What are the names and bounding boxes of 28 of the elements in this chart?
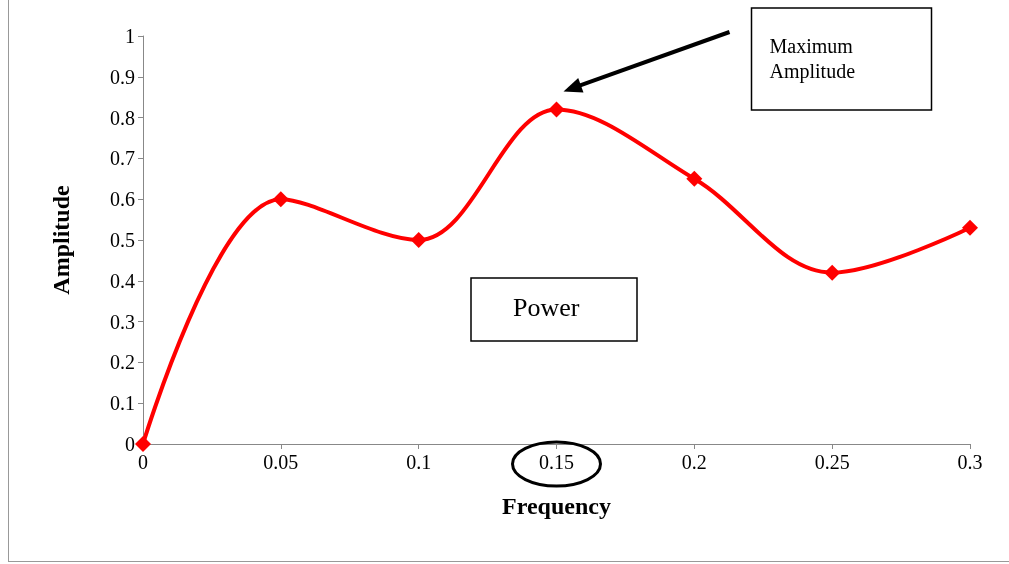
y-tick-label: 0.7 xyxy=(110,147,135,170)
y-tick-label: 0.3 xyxy=(110,310,135,333)
point xyxy=(135,436,151,452)
x-tick-label: 0.25 xyxy=(814,451,850,473)
y-tick-label: 0.4 xyxy=(110,269,135,292)
y-axis-title: Amplitude xyxy=(48,184,74,295)
point xyxy=(410,232,427,248)
x-tick-label: 0.05 xyxy=(263,451,299,473)
point xyxy=(962,219,978,236)
y-tick-label: 0.8 xyxy=(110,106,135,129)
y-tick-label: 0.2 xyxy=(110,351,135,374)
x-axis-title: Frequency xyxy=(502,493,611,519)
point xyxy=(824,264,841,281)
y-tick-label: 0.6 xyxy=(110,188,135,211)
point xyxy=(686,170,703,187)
point xyxy=(272,191,289,208)
annotation: Maximum Amplitude xyxy=(769,34,857,84)
x-tick-label: 0.2 xyxy=(681,451,707,473)
point xyxy=(548,101,565,118)
y-tick-label: 1 xyxy=(125,25,135,47)
x-tick-label: 0.1 xyxy=(406,451,432,473)
y-tick-label: 0.5 xyxy=(110,229,135,251)
y-tick-label: 0.9 xyxy=(110,65,135,88)
y-tick-label: 0 xyxy=(125,433,135,455)
annotation: Power xyxy=(513,293,580,323)
y-tick-label: 0.1 xyxy=(110,392,135,415)
x-tick-label: 0.3 xyxy=(957,451,983,473)
x-tick-label: 0.15 xyxy=(539,451,574,473)
